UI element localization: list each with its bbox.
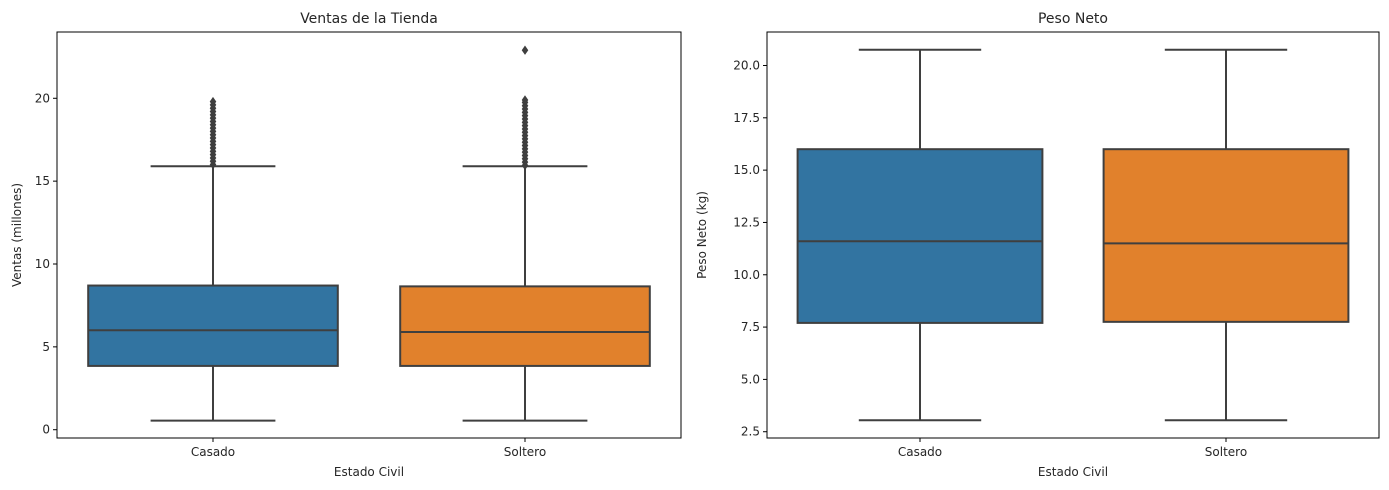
y-tick-label: 12.5 xyxy=(733,215,760,229)
chart-title: Peso Neto xyxy=(1038,11,1108,27)
x-tick-label: Soltero xyxy=(504,445,546,459)
x-axis-label: Estado Civil xyxy=(1038,465,1108,479)
right-chart-panel: 2.5 5.0 7.5 10.0 12.5 15.0 17.5 20.0 Casado Solte… xyxy=(695,11,1380,479)
y-tick-label: 20 xyxy=(35,91,50,105)
x-axis-label: Estado Civil xyxy=(334,465,404,479)
box-soltero xyxy=(399,285,651,367)
y-tick-label: 15.0 xyxy=(733,163,760,177)
box-casado xyxy=(796,148,1044,324)
outlier-point xyxy=(521,45,529,55)
plot-frame xyxy=(766,31,1380,439)
chart-title: Ventas de la Tienda xyxy=(300,11,438,27)
outlier-point xyxy=(209,96,217,107)
y-tick-label: 5 xyxy=(42,340,50,354)
outlier-point xyxy=(521,95,529,105)
x-tick-label: Casado xyxy=(191,445,235,459)
left-chart-panel: 0 5 10 15 20 Casado Soltero Ventas de la Tienda… xyxy=(10,11,682,479)
y-axis-label: Peso Neto (kg) xyxy=(695,191,709,279)
y-tick-label: 10.0 xyxy=(733,268,760,282)
x-tick-label: Casado xyxy=(898,445,942,459)
plot-frame xyxy=(56,31,682,439)
y-axis-label: Ventas (millones) xyxy=(10,183,24,287)
y-tick-label: 2.5 xyxy=(741,425,760,439)
y-tick-label: 10 xyxy=(35,257,50,271)
y-tick-label: 17.5 xyxy=(733,111,760,125)
y-tick-label: 15 xyxy=(35,174,50,188)
y-tick-label: 7.5 xyxy=(741,320,760,334)
box-casado xyxy=(87,284,339,367)
y-tick-label: 0 xyxy=(42,423,50,437)
y-tick-label: 5.0 xyxy=(741,372,760,386)
x-tick-label: Soltero xyxy=(1205,445,1247,459)
box-soltero xyxy=(1102,148,1350,323)
y-tick-label: 20.0 xyxy=(733,58,760,72)
